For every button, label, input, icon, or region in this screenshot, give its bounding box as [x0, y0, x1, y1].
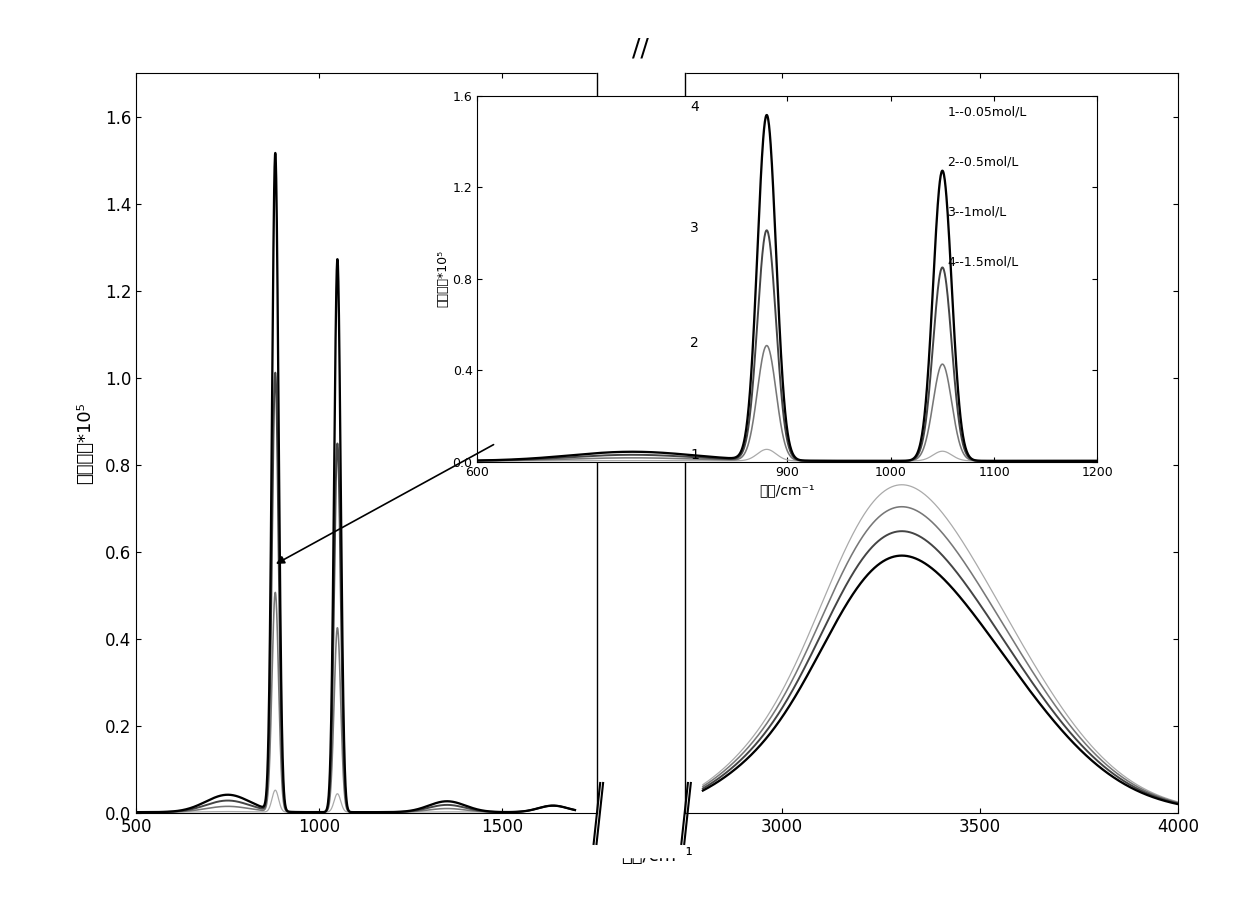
Y-axis label: 拉曼强度*10⁵: 拉曼强度*10⁵	[436, 250, 450, 307]
Text: //: //	[632, 36, 649, 60]
Bar	[596, 29, 684, 857]
X-axis label: 波数/cm⁻¹: 波数/cm⁻¹	[621, 847, 693, 866]
Text: 2--0.5mol/L: 2--0.5mol/L	[947, 155, 1019, 168]
Text: 4--1.5mol/L: 4--1.5mol/L	[947, 256, 1019, 269]
Text: 1--0.05mol/L: 1--0.05mol/L	[947, 105, 1027, 118]
Y-axis label: 拉曼强度*10⁵: 拉曼强度*10⁵	[76, 402, 94, 484]
X-axis label: 波数/cm⁻¹: 波数/cm⁻¹	[760, 484, 815, 497]
Text: 2: 2	[689, 335, 699, 350]
Text: 3--1mol/L: 3--1mol/L	[947, 206, 1007, 218]
Text: 3: 3	[689, 221, 699, 236]
Text: 4: 4	[689, 101, 699, 114]
Text: 1: 1	[689, 448, 699, 462]
